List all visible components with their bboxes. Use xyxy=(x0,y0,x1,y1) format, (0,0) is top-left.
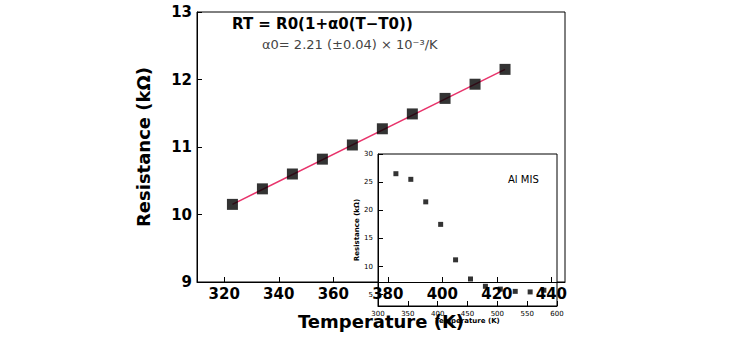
svg-text:13: 13 xyxy=(171,3,192,21)
svg-text:10: 10 xyxy=(364,263,373,271)
svg-text:15: 15 xyxy=(364,234,373,242)
svg-text:340: 340 xyxy=(263,285,294,303)
svg-text:10: 10 xyxy=(171,206,192,224)
svg-text:Al MIS: Al MIS xyxy=(508,174,539,185)
svg-text:30: 30 xyxy=(364,150,373,158)
svg-text:Resistance (kΩ): Resistance (kΩ) xyxy=(133,67,154,227)
svg-text:380: 380 xyxy=(372,285,403,303)
svg-text:350: 350 xyxy=(401,310,414,318)
svg-text:9: 9 xyxy=(182,273,192,291)
svg-text:300: 300 xyxy=(371,310,384,318)
svg-text:12: 12 xyxy=(171,71,192,89)
svg-text:25: 25 xyxy=(364,178,373,186)
svg-text:440: 440 xyxy=(536,285,567,303)
svg-text:Temperature (K): Temperature (K) xyxy=(297,310,465,332)
svg-text:20: 20 xyxy=(364,206,373,214)
svg-text:Temperature (K): Temperature (K) xyxy=(435,317,500,325)
svg-text:500: 500 xyxy=(491,310,504,318)
svg-text:600: 600 xyxy=(550,310,563,318)
svg-text:11: 11 xyxy=(171,138,192,156)
svg-text:420: 420 xyxy=(481,285,512,303)
svg-text:5: 5 xyxy=(368,290,373,299)
svg-text:α0= 2.21 (±0.04) × 10⁻³/K: α0= 2.21 (±0.04) × 10⁻³/K xyxy=(262,37,438,52)
svg-text:550: 550 xyxy=(520,310,533,318)
svg-text:400: 400 xyxy=(427,285,458,303)
svg-text:400: 400 xyxy=(431,310,444,318)
svg-text:RT = R0(1+α0(T−T0)): RT = R0(1+α0(T−T0)) xyxy=(232,15,413,33)
svg-text:450: 450 xyxy=(461,310,474,318)
svg-text:360: 360 xyxy=(318,285,349,303)
svg-text:320: 320 xyxy=(209,285,240,303)
svg-text:Resistance (kΩ): Resistance (kΩ) xyxy=(353,199,361,261)
